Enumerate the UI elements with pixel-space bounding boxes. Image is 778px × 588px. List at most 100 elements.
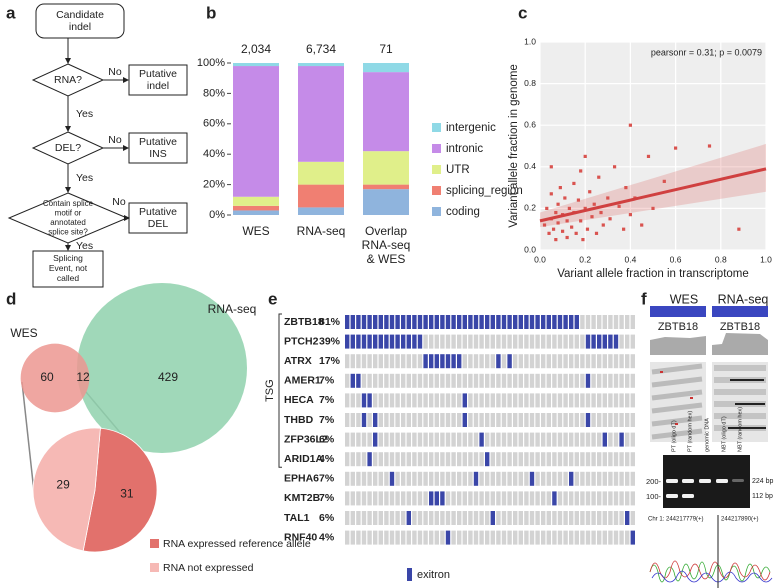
empty-cell xyxy=(445,432,451,447)
gene-label: HECA xyxy=(284,394,314,406)
point xyxy=(581,238,585,242)
x-tick-line: RNA-seq xyxy=(362,238,411,252)
exitron-cell xyxy=(434,491,439,506)
empty-cell xyxy=(602,315,607,329)
flow-label-line: Splicing xyxy=(53,253,83,263)
y-tick-label: 80% xyxy=(203,87,225,99)
empty-cell xyxy=(429,511,434,525)
empty-cell xyxy=(563,373,568,388)
exitron-cell xyxy=(445,530,451,545)
point xyxy=(565,219,569,223)
empty-cell xyxy=(462,471,467,486)
empty-cell xyxy=(412,511,417,525)
point xyxy=(592,202,596,206)
point xyxy=(567,206,571,210)
empty-cell xyxy=(518,354,523,369)
empty-cell xyxy=(513,393,518,408)
plot-bg xyxy=(540,42,766,250)
bar-segment xyxy=(233,196,279,206)
empty-cell xyxy=(373,511,378,525)
empty-cell xyxy=(613,452,619,467)
exitron-cell xyxy=(529,315,535,329)
panel-letter: d xyxy=(6,289,16,308)
empty-cell xyxy=(345,413,350,427)
empty-cell xyxy=(557,334,563,349)
empty-cell xyxy=(507,334,512,349)
empty-cell xyxy=(423,373,428,388)
empty-cell xyxy=(345,373,350,388)
bar-segment xyxy=(363,189,409,215)
legend-swatch xyxy=(150,563,159,572)
point xyxy=(628,123,632,127)
exitron-cell xyxy=(406,315,411,329)
empty-cell xyxy=(479,413,484,427)
empty-cell xyxy=(557,530,563,545)
exitron-cell xyxy=(345,315,350,329)
bar-segment xyxy=(298,184,344,208)
empty-cell xyxy=(451,530,456,545)
empty-cell xyxy=(625,432,630,447)
flow-label-line: Putative xyxy=(139,206,177,218)
empty-cell xyxy=(574,354,579,369)
exitron-cell xyxy=(378,334,383,349)
empty-cell xyxy=(608,432,613,447)
point xyxy=(563,196,567,200)
empty-cell xyxy=(591,530,596,545)
exitron-cell xyxy=(569,315,574,329)
empty-cell xyxy=(373,393,378,408)
empty-cell xyxy=(406,373,411,388)
bar-segment xyxy=(233,66,279,197)
y-tick-label: 0.6 xyxy=(524,119,536,129)
empty-cell xyxy=(479,334,484,349)
bar-segment xyxy=(298,66,344,162)
empty-cell xyxy=(546,373,551,388)
empty-cell xyxy=(468,354,473,369)
exitron-cell xyxy=(490,511,495,525)
empty-cell xyxy=(373,354,378,369)
empty-cell xyxy=(389,354,395,369)
gene-label: TAL1 xyxy=(284,512,310,524)
empty-cell xyxy=(513,413,518,427)
empty-cell xyxy=(630,393,635,408)
empty-cell xyxy=(569,452,574,467)
set-label: RNA-seq xyxy=(208,302,257,316)
point xyxy=(662,179,666,183)
gel-band xyxy=(699,479,711,483)
empty-cell xyxy=(412,373,417,388)
empty-cell xyxy=(367,413,372,427)
gene-label: ARID1A xyxy=(284,453,324,465)
empty-cell xyxy=(501,491,507,506)
empty-cell xyxy=(569,491,574,506)
empty-cell xyxy=(541,530,546,545)
empty-cell xyxy=(574,334,579,349)
empty-cell xyxy=(485,530,490,545)
empty-cell xyxy=(613,530,619,545)
empty-cell xyxy=(625,373,630,388)
legend-swatch xyxy=(150,539,159,548)
empty-cell xyxy=(507,471,512,486)
empty-cell xyxy=(485,491,490,506)
exitron-cell xyxy=(434,315,439,329)
empty-cell xyxy=(356,530,361,545)
exitron-cell xyxy=(412,315,417,329)
empty-cell xyxy=(429,471,434,486)
empty-cell xyxy=(417,452,423,467)
empty-cell xyxy=(361,373,367,388)
empty-cell xyxy=(546,354,551,369)
y-axis-title: Variant allele fraction in genome xyxy=(508,64,520,227)
count: 12 xyxy=(76,370,90,384)
point xyxy=(545,206,549,210)
empty-cell xyxy=(501,471,507,486)
x-tick-line: & WES xyxy=(367,252,406,266)
empty-cell xyxy=(608,511,613,525)
empty-cell xyxy=(574,452,579,467)
band-label: 112 bp xyxy=(752,493,773,500)
y-tick-label: 0.0 xyxy=(524,244,536,254)
gel-band xyxy=(682,479,694,483)
empty-cell xyxy=(608,393,613,408)
empty-cell xyxy=(378,511,383,525)
empty-cell xyxy=(468,334,473,349)
empty-cell xyxy=(367,471,372,486)
empty-cell xyxy=(462,491,467,506)
exitron-cell xyxy=(345,334,350,349)
